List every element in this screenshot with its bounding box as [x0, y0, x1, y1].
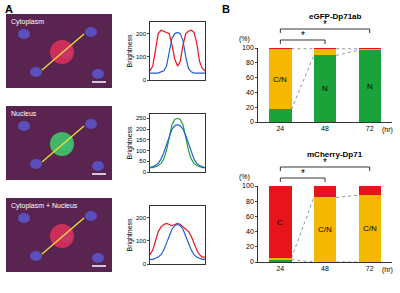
svg-text:100: 100 [136, 238, 147, 244]
svg-text:100: 100 [242, 44, 254, 51]
svg-text:0: 0 [143, 261, 147, 267]
svg-text:0: 0 [143, 77, 147, 83]
svg-text:50: 50 [139, 158, 146, 164]
svg-text:20: 20 [246, 243, 254, 250]
svg-text:60: 60 [246, 74, 254, 81]
svg-text:eGFP-Dp71ab: eGFP-Dp71ab [309, 12, 362, 21]
svg-text:*: * [301, 168, 305, 179]
svg-text:(%): (%) [239, 173, 250, 181]
svg-text:(hr): (hr) [382, 266, 393, 274]
svg-text:C/N: C/N [273, 75, 287, 84]
svg-text:100: 100 [242, 182, 254, 189]
svg-text:B: B [222, 3, 230, 15]
svg-text:80: 80 [246, 198, 254, 205]
svg-text:20: 20 [246, 104, 254, 111]
svg-text:C: C [277, 218, 283, 227]
svg-text:48: 48 [321, 125, 329, 132]
svg-text:200: 200 [136, 126, 147, 132]
svg-text:*: * [301, 30, 305, 41]
svg-text:24: 24 [276, 265, 284, 272]
svg-text:60: 60 [246, 213, 254, 220]
svg-text:48: 48 [321, 265, 329, 272]
svg-text:A: A [5, 3, 13, 15]
svg-text:250: 250 [136, 115, 147, 121]
svg-text:C/N: C/N [318, 225, 332, 234]
svg-text:*: * [323, 19, 327, 30]
svg-text:(hr): (hr) [382, 126, 393, 134]
svg-text:0: 0 [143, 169, 147, 175]
svg-text:N: N [367, 82, 373, 91]
svg-text:100: 100 [136, 54, 147, 60]
svg-text:Cytoplasm: Cytoplasm [11, 18, 44, 26]
svg-text:Brightness: Brightness [126, 34, 134, 68]
svg-text:72: 72 [366, 125, 374, 132]
svg-text:200: 200 [136, 215, 147, 221]
svg-text:72: 72 [366, 265, 374, 272]
svg-text:24: 24 [276, 125, 284, 132]
svg-text:Brightness: Brightness [126, 218, 134, 252]
svg-text:Brightness: Brightness [126, 126, 134, 160]
svg-text:40: 40 [246, 89, 254, 96]
svg-text:0: 0 [250, 118, 254, 125]
svg-text:C/N: C/N [363, 224, 377, 233]
svg-text:150: 150 [136, 137, 147, 143]
svg-text:mCherry-Dp71: mCherry-Dp71 [307, 150, 363, 159]
svg-text:*: * [323, 157, 327, 168]
svg-text:Nucleus: Nucleus [11, 110, 37, 117]
svg-text:(%): (%) [239, 35, 250, 43]
svg-text:200: 200 [136, 31, 147, 37]
svg-text:N: N [322, 84, 328, 93]
svg-text:Cytoplasm + Nucleus: Cytoplasm + Nucleus [11, 202, 78, 210]
svg-text:80: 80 [246, 59, 254, 66]
svg-text:0: 0 [250, 258, 254, 265]
svg-text:40: 40 [246, 228, 254, 235]
svg-text:100: 100 [136, 148, 147, 154]
